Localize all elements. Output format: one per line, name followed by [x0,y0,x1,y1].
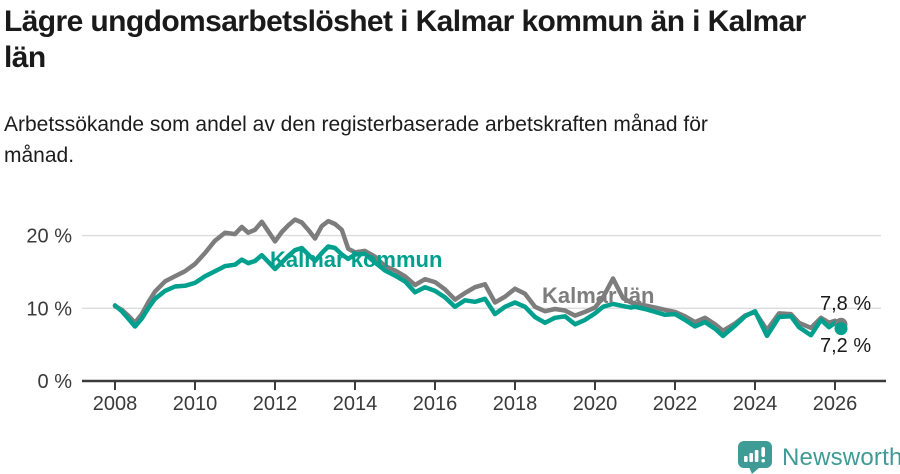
y-tick-label: 0 % [38,371,73,393]
page-title: Lägre ungdomsarbetslöshet i Kalmar kommu… [4,4,884,76]
end-value-label-kalmar-kommun: 7,2 % [820,335,871,357]
x-tick-label: 2018 [493,393,538,415]
x-tick-label: 2008 [93,393,138,415]
x-tick-label: 2010 [173,393,218,415]
y-tick-label: 20 % [26,226,72,248]
series-line-kalmar-l-n [112,217,844,334]
chart-subtitle: Arbetssökande som andel av den registerb… [4,109,864,171]
line-chart: 0 % 10 % 20 % 2008 2010 2012 2014 2016 2018 2020 2… [26,217,886,415]
x-tick-label: 2016 [413,393,458,415]
newsworthy-bubble-icon [738,441,772,474]
newsworthy-logo: Newsworthy [737,441,900,474]
y-tick-label: 10 % [26,298,72,320]
series-line-kalmar-kommun [112,244,844,339]
end-dot-kalmar-kommun [834,322,848,336]
series-label-kalmar-kommun: Kalmar kommun [270,247,442,272]
end-value-label-kalmar-l-n: 7,8 % [820,293,871,315]
series-label-kalmar-l-n: Kalmar län [542,283,655,308]
x-tick-label: 2026 [813,393,858,415]
x-tick-label: 2020 [573,393,618,415]
x-tick-label: 2014 [333,393,378,415]
x-tick-label: 2024 [733,393,778,415]
x-tick-label: 2022 [653,393,698,415]
subtitle-line-1: Arbetssökande som andel av den registerb… [4,113,708,136]
x-tick-label: 2012 [253,393,298,415]
newsworthy-wordmark: Newsworthy [782,443,900,471]
title-line-2: län [4,41,46,74]
subtitle-line-2: månad. [4,144,75,167]
title-line-1: Lägre ungdomsarbetslöshet i Kalmar kommu… [4,5,806,38]
